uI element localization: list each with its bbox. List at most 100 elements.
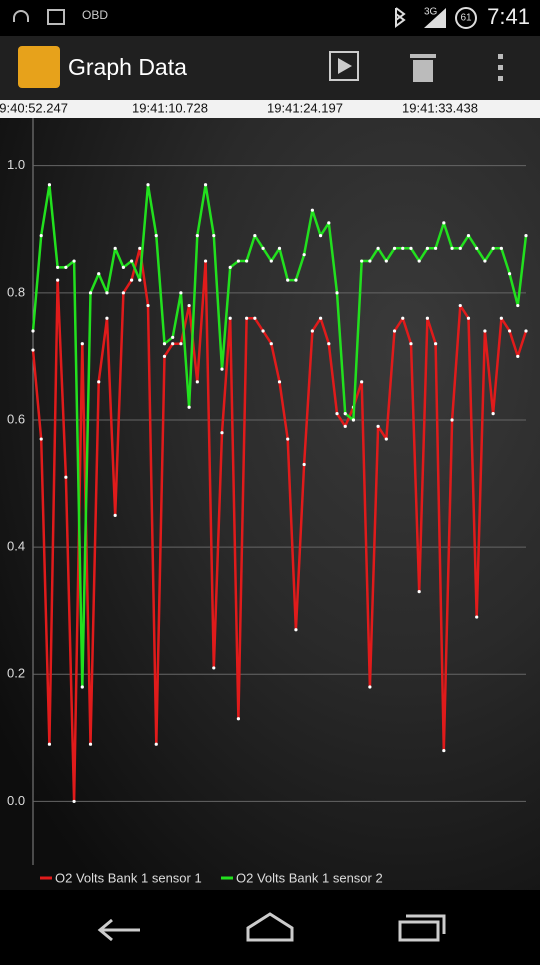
time-label: 19:41:10.728 [132, 100, 208, 115]
data-point [212, 666, 216, 670]
data-point [409, 342, 413, 346]
data-point [97, 272, 101, 276]
legend-label: O2 Volts Bank 1 sensor 2 [236, 870, 383, 885]
network-text: 3G [424, 7, 438, 18]
y-tick-label: 0.8 [7, 284, 25, 299]
recents-button[interactable] [398, 914, 446, 942]
data-point [286, 437, 290, 441]
data-point [64, 265, 68, 269]
data-point [220, 431, 224, 435]
data-point [425, 246, 429, 250]
data-point [417, 259, 421, 263]
data-point [409, 246, 413, 250]
data-point [335, 291, 339, 295]
data-point [310, 329, 314, 333]
data-point [327, 342, 331, 346]
nav-bar [0, 890, 540, 960]
data-point [491, 246, 495, 250]
data-point [524, 234, 528, 238]
data-point [105, 291, 109, 295]
delete-button[interactable] [410, 54, 436, 82]
app-icon[interactable] [18, 46, 60, 88]
data-point [269, 342, 273, 346]
data-point [310, 208, 314, 212]
data-point [277, 380, 282, 384]
data-point [392, 329, 397, 333]
data-point [203, 183, 208, 187]
data-point [458, 303, 462, 308]
data-point [368, 259, 372, 263]
data-point [80, 685, 84, 689]
data-point [368, 685, 372, 689]
play-button[interactable] [329, 51, 359, 81]
data-point [286, 278, 290, 282]
data-point [483, 329, 487, 333]
data-point [236, 717, 241, 721]
data-point [220, 367, 224, 371]
data-point [56, 278, 60, 282]
data-point [376, 424, 380, 428]
data-point [450, 246, 454, 250]
data-point [294, 628, 298, 632]
signal-icon [424, 8, 446, 28]
data-point [277, 246, 282, 250]
data-point [253, 234, 257, 238]
notification-text: OBD [82, 8, 108, 22]
back-button[interactable] [97, 918, 140, 942]
data-point [507, 272, 512, 276]
image-icon [47, 9, 65, 25]
data-point [179, 342, 183, 346]
data-point [31, 329, 35, 333]
data-point [154, 742, 158, 746]
data-point [318, 316, 323, 320]
data-point [47, 183, 52, 187]
data-point [228, 265, 232, 269]
data-point [384, 259, 388, 263]
data-point [392, 246, 397, 250]
home-button[interactable] [246, 912, 294, 942]
data-point [195, 380, 199, 384]
data-point [499, 246, 503, 250]
data-point [121, 265, 125, 269]
data-point [64, 475, 68, 479]
y-tick-label: 0.4 [7, 539, 25, 554]
data-point [245, 259, 249, 263]
data-point [162, 354, 167, 359]
data-point [417, 590, 421, 594]
data-point [138, 246, 142, 250]
status-bar [0, 0, 540, 36]
data-point [302, 253, 306, 257]
data-point [434, 246, 438, 250]
data-point [360, 259, 364, 263]
data-point [113, 246, 117, 250]
data-point [294, 278, 298, 282]
data-point [335, 412, 339, 416]
data-point [269, 259, 273, 263]
data-point [376, 246, 380, 250]
data-point [360, 380, 364, 384]
data-point [47, 742, 52, 746]
data-point [401, 246, 405, 250]
data-point [113, 513, 117, 517]
data-point [507, 329, 512, 333]
data-point [245, 316, 249, 320]
data-point [212, 234, 216, 238]
data-point [450, 418, 454, 422]
y-tick-label: 1.0 [7, 157, 25, 172]
data-point [466, 234, 471, 238]
data-point [516, 354, 520, 359]
data-point [187, 405, 191, 409]
data-point [187, 303, 191, 308]
headset-icon [13, 10, 29, 22]
menu-button[interactable] [498, 54, 503, 81]
data-point [154, 234, 158, 238]
app-title: Graph Data [68, 54, 187, 80]
y-tick-label: 0.2 [7, 666, 25, 681]
data-point [351, 418, 356, 422]
data-point [343, 412, 347, 416]
data-point [343, 424, 347, 428]
plot-background [0, 118, 540, 890]
data-point [171, 335, 175, 339]
data-point [195, 234, 199, 238]
